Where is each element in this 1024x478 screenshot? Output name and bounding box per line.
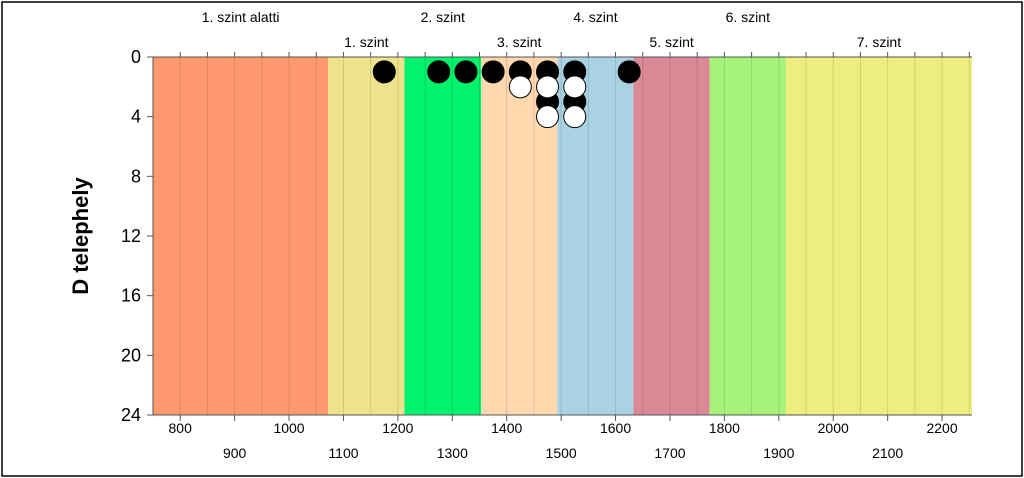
level-label-6: 5. szint bbox=[649, 34, 693, 50]
gridlines bbox=[179, 57, 970, 415]
data-point-white bbox=[508, 75, 532, 99]
x-tick-label: 2200 bbox=[926, 420, 957, 436]
y-tick-label: 12 bbox=[121, 226, 141, 246]
level-label-4: 3. szint bbox=[497, 34, 541, 50]
y-tick-label: 8 bbox=[131, 166, 141, 186]
data-point-white bbox=[563, 75, 587, 99]
level-label-1: 1. szint alatti bbox=[202, 9, 280, 25]
y-axis-label: D telephely bbox=[68, 177, 93, 295]
x-tick-label: 1100 bbox=[328, 445, 358, 461]
level-band-6 bbox=[633, 57, 710, 415]
y-tick-label: 16 bbox=[121, 286, 141, 306]
level-label-8: 7. szint bbox=[857, 34, 901, 50]
level-bands bbox=[153, 57, 972, 415]
level-band-2 bbox=[328, 57, 405, 415]
data-point-black bbox=[481, 60, 505, 84]
x-tick-label: 1900 bbox=[763, 445, 794, 461]
x-tick-label: 2100 bbox=[872, 445, 903, 461]
data-point-black bbox=[617, 60, 641, 84]
x-tick-label: 1700 bbox=[654, 445, 685, 461]
x-tick-label: 2000 bbox=[818, 420, 849, 436]
data-point-white bbox=[536, 105, 560, 129]
data-point-black bbox=[454, 60, 478, 84]
level-band-7 bbox=[709, 57, 786, 415]
data-points bbox=[372, 60, 641, 129]
data-point-black bbox=[427, 60, 451, 84]
y-tick-label: 0 bbox=[131, 47, 141, 67]
x-tick-label: 1800 bbox=[709, 420, 740, 436]
data-point-black bbox=[372, 60, 396, 84]
x-tick-label: 1300 bbox=[437, 445, 468, 461]
y-tick-label: 24 bbox=[121, 405, 141, 425]
axes: 0 4 8 12 16 20 24 800 1000 1200 1400 1600 1800 2000 22… bbox=[121, 47, 972, 461]
x-tick-label: 1400 bbox=[491, 420, 522, 436]
x-tick-label: 1200 bbox=[382, 420, 413, 436]
x-tick-label: 800 bbox=[169, 420, 193, 436]
level-band-3 bbox=[404, 57, 482, 415]
x-tick-label: 1600 bbox=[600, 420, 631, 436]
x-tick-label: 1000 bbox=[273, 420, 304, 436]
level-label-7: 6. szint bbox=[726, 9, 770, 25]
y-tick-label: 20 bbox=[121, 345, 141, 365]
data-point-white bbox=[536, 75, 560, 99]
y-tick-label: 4 bbox=[131, 107, 141, 127]
x-tick-label: 900 bbox=[223, 445, 247, 461]
x-tick-label: 1500 bbox=[546, 445, 577, 461]
level-label-2: 1. szint bbox=[344, 34, 388, 50]
level-label-3: 2. szint bbox=[421, 9, 465, 25]
level-band-1 bbox=[153, 57, 329, 415]
level-labels: 1. szint alatti 1. szint 2. szint 3. szint 4… bbox=[202, 9, 902, 50]
data-point-white bbox=[563, 105, 587, 129]
level-label-5: 4. szint bbox=[573, 9, 617, 25]
level-band-8 bbox=[785, 57, 972, 415]
